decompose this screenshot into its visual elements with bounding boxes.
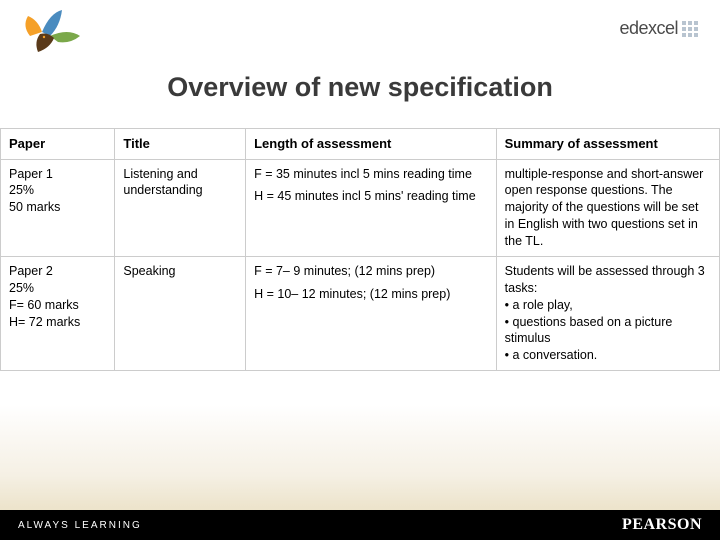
cell-length: F = 7– 9 minutes; (12 mins prep) H = 10–… bbox=[246, 256, 497, 370]
cell-para: multiple-response and short-answer open … bbox=[505, 166, 711, 250]
brand-name: edexcel bbox=[619, 18, 678, 39]
col-header-summary: Summary of assessment bbox=[496, 129, 719, 160]
col-header-paper: Paper bbox=[1, 129, 115, 160]
cell-line: Speaking bbox=[123, 263, 237, 280]
cell-para: H = 45 minutes incl 5 mins' reading time bbox=[254, 188, 488, 205]
cell-title: Speaking bbox=[115, 256, 246, 370]
col-header-length: Length of assessment bbox=[246, 129, 497, 160]
logo-bird-icon bbox=[20, 8, 90, 63]
table-row: Paper 2 25% F= 60 marks H= 72 marks Spea… bbox=[1, 256, 720, 370]
cell-line: 25% bbox=[9, 182, 106, 199]
cell-line: H= 72 marks bbox=[9, 314, 106, 331]
cell-para: F = 7– 9 minutes; (12 mins prep) bbox=[254, 263, 488, 280]
footer-left-text: ALWAYS LEARNING bbox=[18, 520, 142, 531]
cell-para: F = 35 minutes incl 5 mins reading time bbox=[254, 166, 488, 183]
spec-table: Paper Title Length of assessment Summary… bbox=[0, 128, 720, 371]
cell-bullet: • questions based on a picture stimulus bbox=[505, 314, 711, 348]
cell-paper: Paper 2 25% F= 60 marks H= 72 marks bbox=[1, 256, 115, 370]
cell-intro: Students will be assessed through 3 task… bbox=[505, 263, 711, 297]
cell-line: Paper 2 bbox=[9, 263, 106, 280]
table-header-row: Paper Title Length of assessment Summary… bbox=[1, 129, 720, 160]
cell-line: F= 60 marks bbox=[9, 297, 106, 314]
table-row: Paper 1 25% 50 marks Listening and under… bbox=[1, 159, 720, 256]
col-header-title: Title bbox=[115, 129, 246, 160]
cell-bullet: • a role play, bbox=[505, 297, 711, 314]
cell-line: Listening and understanding bbox=[123, 166, 237, 200]
brand-dots-icon bbox=[682, 21, 698, 37]
cell-line: 25% bbox=[9, 280, 106, 297]
brand-top: edexcel bbox=[619, 18, 698, 39]
cell-line: Paper 1 bbox=[9, 166, 106, 183]
footer-right-text: PEARSON bbox=[622, 516, 702, 534]
cell-summary: Students will be assessed through 3 task… bbox=[496, 256, 719, 370]
footer-bar: ALWAYS LEARNING PEARSON bbox=[0, 510, 720, 540]
page-title: Overview of new specification bbox=[0, 72, 720, 103]
cell-length: F = 35 minutes incl 5 mins reading time … bbox=[246, 159, 497, 256]
cell-para: H = 10– 12 minutes; (12 mins prep) bbox=[254, 286, 488, 303]
cell-bullet: • a conversation. bbox=[505, 347, 711, 364]
cell-line: 50 marks bbox=[9, 199, 106, 216]
cell-title: Listening and understanding bbox=[115, 159, 246, 256]
cell-paper: Paper 1 25% 50 marks bbox=[1, 159, 115, 256]
cell-summary: multiple-response and short-answer open … bbox=[496, 159, 719, 256]
spec-table-wrap: Paper Title Length of assessment Summary… bbox=[0, 128, 720, 371]
